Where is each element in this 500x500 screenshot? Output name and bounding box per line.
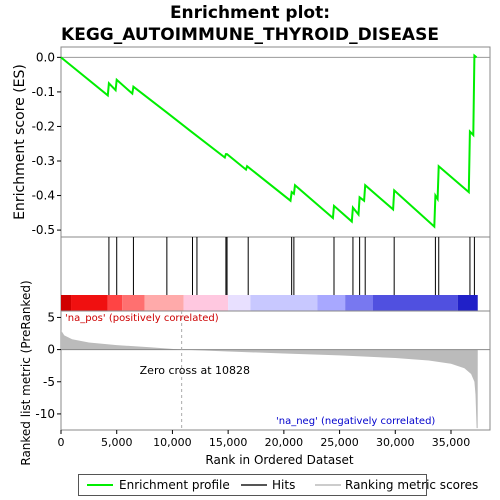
metric-ylabel: Ranked list metric (PreRanked) <box>19 280 33 465</box>
es-ytick-label: -0.2 <box>32 119 55 133</box>
ranking-bar-segment <box>345 295 373 311</box>
ranking-bar-segment <box>373 295 458 311</box>
es-ytick-label: -0.5 <box>32 223 55 237</box>
legend-label-ranking: Ranking metric scores <box>345 478 479 492</box>
neg-correlated-label: 'na_neg' (negatively correlated) <box>276 416 435 427</box>
es-panel: 0.0 -0.1 -0.2 -0.3 -0.4 -0.5 Enrichment score … <box>12 46 491 238</box>
ranking-bar-segment <box>122 295 145 311</box>
legend-label-enrichment: Enrichment profile <box>119 478 230 492</box>
xlabel: Rank in Ordered Dataset <box>205 453 353 467</box>
title-line-1: Enrichment plot: <box>169 3 331 23</box>
zero-cross-label: Zero cross at 10828 <box>140 364 250 377</box>
xtick-label: 20,000 <box>265 436 304 449</box>
enrichment-profile-line <box>60 53 478 229</box>
ranking-bar-segment <box>317 295 346 311</box>
ranking-bar-segment <box>61 295 72 311</box>
metric-plot-frame <box>60 310 491 431</box>
metric-ytick-label: 0 <box>47 343 55 357</box>
ranked-metric-panel: Zero cross at 10828 'na_pos' (positively … <box>19 280 491 466</box>
es-ytick-label: -0.4 <box>32 189 55 203</box>
es-ylabel: Enrichment score (ES) <box>12 64 28 220</box>
ranking-bar-segment <box>107 295 123 311</box>
chart-title: Enrichment plot: KEGG_AUTOIMMUNE_THYROID… <box>0 2 500 46</box>
ranking-bar-segment <box>457 295 478 311</box>
es-ytick-label: -0.1 <box>32 85 55 99</box>
legend-swatch-hits <box>241 484 267 486</box>
es-ytick-label: 0.0 <box>36 50 55 64</box>
xtick-label: 5,000 <box>101 436 133 449</box>
x-axis: 0 5,000 10,000 15,000 20,000 25,000 30,000 35,0… <box>58 430 471 467</box>
ranking-bar-segment <box>183 295 229 311</box>
xtick-label: 25,000 <box>320 436 359 449</box>
ranking-metric-area <box>61 330 478 429</box>
xtick-label: 10,000 <box>153 436 192 449</box>
xtick-label: 35,000 <box>432 436 471 449</box>
hits-panel <box>60 236 491 312</box>
xtick-label: 0 <box>58 436 65 449</box>
metric-ytick-label: -10 <box>35 407 55 421</box>
ranking-bar-segment <box>71 295 108 311</box>
legend-swatch-ranking <box>315 484 341 486</box>
ranking-bar-segment <box>250 295 318 311</box>
enrichment-chart: 0.0 -0.1 -0.2 -0.3 -0.4 -0.5 Enrichment score … <box>12 46 491 467</box>
ranking-bar-segment <box>144 295 184 311</box>
pos-correlated-label: 'na_pos' (positively correlated) <box>65 313 219 324</box>
legend-label-hits: Hits <box>272 478 296 492</box>
es-plot-frame <box>60 46 491 238</box>
ranking-bar-segment <box>228 295 251 311</box>
metric-ytick-label: -5 <box>43 375 55 389</box>
xtick-label: 15,000 <box>209 436 248 449</box>
legend-swatch-enrichment <box>87 484 113 486</box>
es-ytick-label: -0.3 <box>32 154 55 168</box>
xtick-label: 30,000 <box>376 436 415 449</box>
legend: Enrichment profile Hits Ranking metric s… <box>78 474 478 496</box>
metric-ytick-label: 5 <box>47 310 55 324</box>
title-line-2: KEGG_AUTOIMMUNE_THYROID_DISEASE <box>61 25 439 45</box>
